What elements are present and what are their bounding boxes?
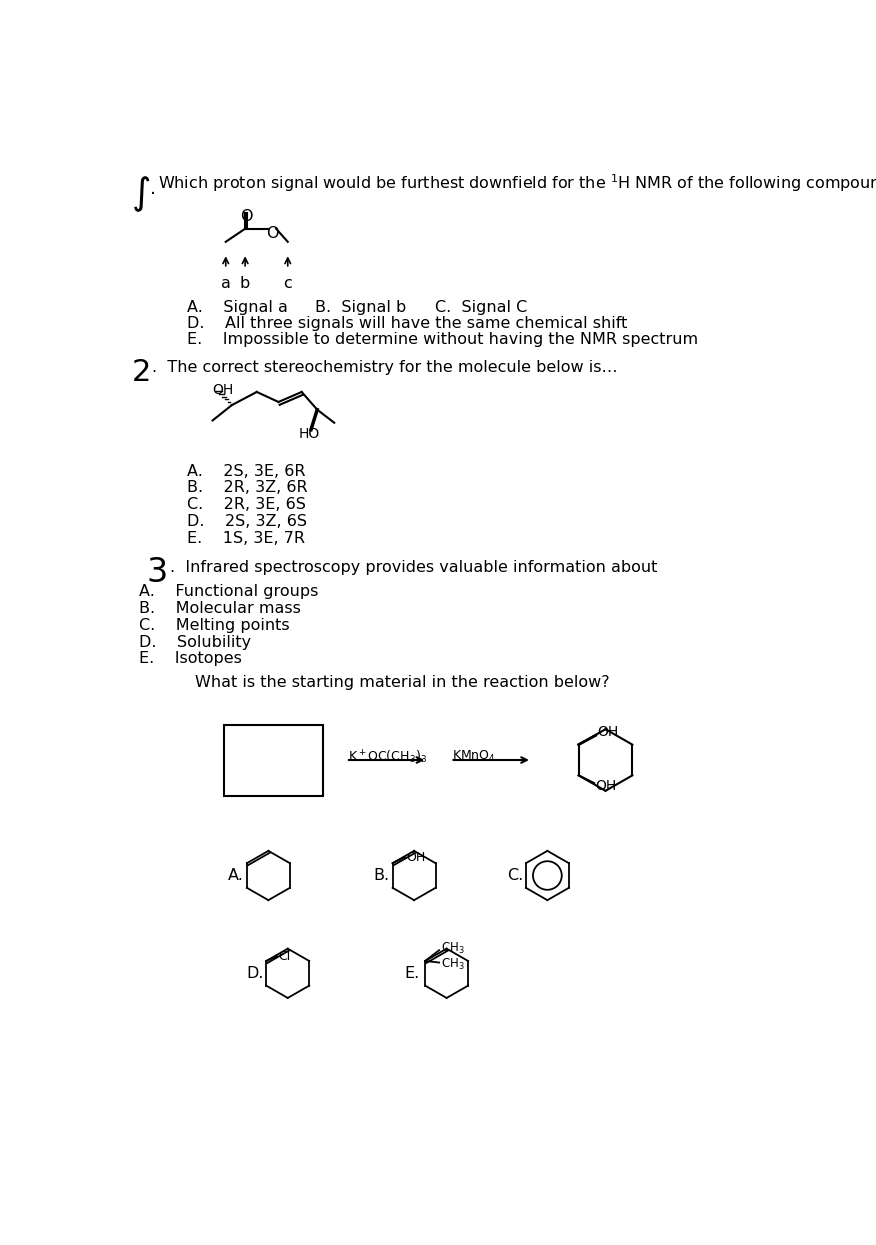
Text: What is the starting material in the reaction below?: What is the starting material in the rea… [194,675,610,690]
Text: A.    Signal a: A. Signal a [187,300,288,315]
Text: $\int$: $\int$ [131,174,150,214]
Text: D.    2S, 3Z, 6S: D. 2S, 3Z, 6S [187,514,307,529]
Text: c: c [283,276,292,291]
Text: .  Infrared spectroscopy provides valuable information about: . Infrared spectroscopy provides valuabl… [170,560,657,575]
Text: O: O [240,209,252,224]
Text: OH: OH [213,383,234,397]
Text: CH$_3$: CH$_3$ [441,941,464,956]
Text: E.    Isotopes: E. Isotopes [139,651,242,666]
Text: C.: C. [507,868,523,883]
Text: A.    2S, 3E, 6R: A. 2S, 3E, 6R [187,463,306,478]
Text: O: O [266,225,279,240]
Text: B.: B. [374,868,390,883]
Text: C.    Melting points: C. Melting points [139,618,290,632]
Text: CH$_3$: CH$_3$ [441,956,464,971]
Text: OH: OH [596,779,617,793]
Text: E.    Impossible to determine without having the NMR spectrum: E. Impossible to determine without havin… [187,332,698,347]
Text: Cl: Cl [279,950,291,962]
Text: HO: HO [299,427,320,441]
Text: D.: D. [246,966,264,981]
Text: KMnO$_4$: KMnO$_4$ [452,748,496,763]
Text: a: a [221,276,230,291]
Text: $2$: $2$ [131,357,150,388]
Text: b: b [240,276,251,291]
Text: K$^+$OC(CH$_3$)$_3$: K$^+$OC(CH$_3$)$_3$ [348,748,427,766]
Text: B.    Molecular mass: B. Molecular mass [139,600,300,615]
Text: B.  Signal b: B. Signal b [314,300,406,315]
Text: C.  Signal C: C. Signal C [435,300,527,315]
Text: D.    All three signals will have the same chemical shift: D. All three signals will have the same … [187,316,627,331]
Text: A.: A. [228,868,244,883]
Text: $3$: $3$ [145,558,166,589]
Text: A.    Functional groups: A. Functional groups [139,584,318,599]
Text: C.    2R, 3E, 6S: C. 2R, 3E, 6S [187,498,306,513]
Bar [224,726,323,797]
Text: B.    2R, 3Z, 6R: B. 2R, 3Z, 6R [187,481,307,496]
Text: OH: OH [406,850,426,864]
Text: E.: E. [405,966,420,981]
Text: Which proton signal would be furthest downfield for the $^1$H NMR of the followi: Which proton signal would be furthest do… [158,173,876,194]
Text: .: . [150,179,156,198]
Text: D.    Solubility: D. Solubility [139,635,251,650]
Text: .  The correct stereochemistry for the molecule below is…: . The correct stereochemistry for the mo… [152,360,618,375]
Text: OH: OH [597,726,618,740]
Text: E.    1S, 3E, 7R: E. 1S, 3E, 7R [187,532,305,547]
